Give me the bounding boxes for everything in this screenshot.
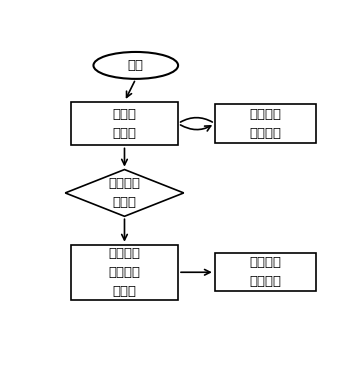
Text: 调用无线
传输模块: 调用无线 传输模块	[250, 107, 281, 139]
Text: 开始: 开始	[128, 59, 144, 72]
FancyArrowPatch shape	[181, 118, 212, 122]
Bar	[215, 105, 316, 143]
Text: 获取环
境信息: 获取环 境信息	[112, 107, 136, 139]
Bar	[71, 102, 178, 145]
Polygon shape	[65, 170, 184, 216]
Bar	[215, 253, 316, 291]
Text: 调用设备
接口模块: 调用设备 接口模块	[250, 256, 281, 288]
FancyArrowPatch shape	[181, 125, 211, 131]
Text: 温度和季
节判断: 温度和季 节判断	[108, 177, 141, 209]
Ellipse shape	[94, 52, 178, 79]
Text: 确定目标
温度和运
作模式: 确定目标 温度和运 作模式	[108, 247, 141, 298]
Bar	[71, 245, 178, 300]
